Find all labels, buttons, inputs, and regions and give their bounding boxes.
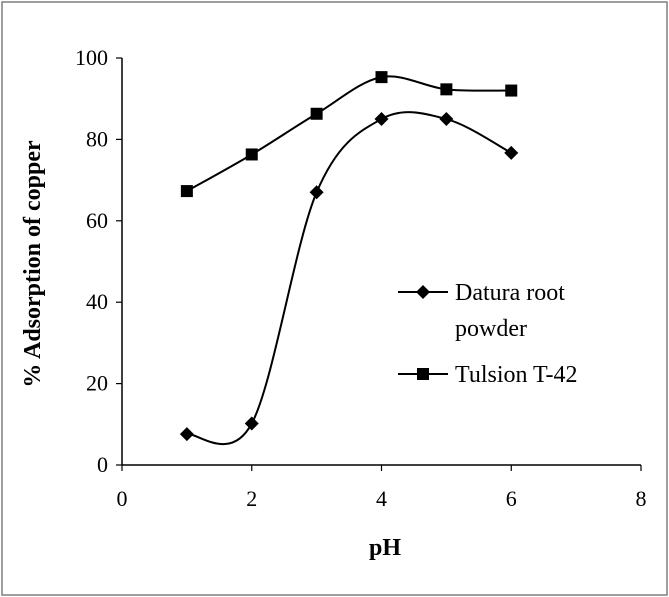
legend-label: Datura root bbox=[455, 280, 565, 306]
legend-entry: Tulsion T-42 bbox=[398, 362, 578, 388]
legend-marker bbox=[417, 368, 429, 380]
series-tulsion-t-42 bbox=[180, 71, 518, 198]
data-point bbox=[440, 83, 453, 96]
data-point bbox=[504, 145, 519, 160]
y-tick-label: 60 bbox=[86, 208, 108, 233]
y-tick-label: 0 bbox=[97, 452, 108, 477]
legend: Datura root powder Tulsion T-42 bbox=[398, 280, 578, 388]
legend-entry: Datura root powder bbox=[398, 280, 565, 342]
data-point bbox=[309, 185, 324, 200]
y-tick-label: 20 bbox=[86, 371, 108, 396]
legend-marker bbox=[416, 285, 430, 299]
data-point bbox=[375, 71, 388, 84]
data-point bbox=[374, 112, 389, 127]
x-tick-label: 2 bbox=[246, 486, 257, 511]
x-tick-label: 8 bbox=[636, 486, 647, 511]
data-point bbox=[244, 416, 259, 431]
series-datura-root-powder bbox=[179, 111, 519, 446]
series-line bbox=[186, 75, 512, 192]
data-point bbox=[439, 112, 454, 127]
y-axis: 0 20 40 60 80 100 bbox=[75, 45, 123, 477]
x-axis-title: pH bbox=[369, 535, 401, 561]
x-tick-label: 4 bbox=[376, 486, 387, 511]
x-axis: 0 2 4 6 8 bbox=[117, 464, 647, 511]
y-axis-title: % Adsorption of copper bbox=[20, 140, 46, 388]
y-tick-label: 40 bbox=[86, 289, 108, 314]
data-point bbox=[310, 107, 323, 120]
series-layer bbox=[179, 71, 519, 446]
x-tick-label: 0 bbox=[117, 486, 128, 511]
x-tick-label: 6 bbox=[506, 486, 517, 511]
data-point bbox=[179, 427, 194, 442]
data-point bbox=[505, 84, 518, 97]
legend-label: powder bbox=[455, 316, 527, 342]
y-tick-label: 100 bbox=[75, 45, 108, 70]
data-point bbox=[180, 185, 193, 198]
data-point bbox=[245, 148, 258, 161]
legend-label: Tulsion T-42 bbox=[455, 362, 578, 388]
y-tick-label: 80 bbox=[86, 126, 108, 151]
